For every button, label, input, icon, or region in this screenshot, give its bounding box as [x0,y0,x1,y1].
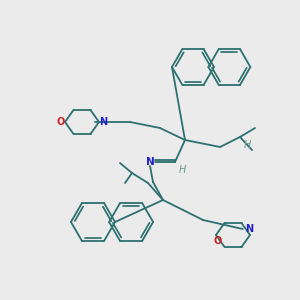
Text: N: N [146,157,154,167]
Text: O: O [57,117,65,127]
Text: N: N [245,224,253,234]
Text: H: H [178,165,186,175]
Text: H: H [243,140,251,150]
Text: O: O [213,236,221,246]
Text: N: N [99,117,107,127]
